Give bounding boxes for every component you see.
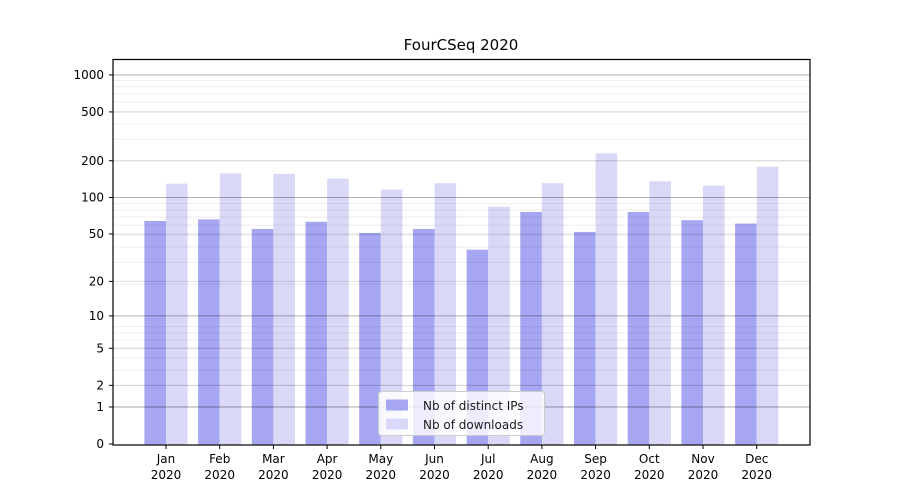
x-tick-label-year: 2020 — [151, 468, 182, 482]
x-tick-label-year: 2020 — [204, 468, 235, 482]
x-tick-label-year: 2020 — [258, 468, 289, 482]
x-tick-label-year: 2020 — [688, 468, 719, 482]
x-tick-label-month: Jul — [480, 452, 495, 466]
bar-downloads-Feb-2020 — [219, 173, 242, 445]
x-tick-label-year: 2020 — [419, 468, 450, 482]
x-tick-label-year: 2020 — [580, 468, 611, 482]
plot-frame — [112, 58, 811, 446]
bar-ips-Aug-2020 — [520, 211, 542, 445]
x-tick-label-year: 2020 — [312, 468, 343, 482]
x-tick-label-year: 2020 — [527, 468, 558, 482]
bar-downloads-Mar-2020 — [273, 173, 295, 445]
bar-downloads-Oct-2020 — [649, 181, 671, 445]
y-tick-label: 5 — [96, 341, 104, 355]
bar-downloads-Nov-2020 — [703, 185, 725, 445]
y-tick-label: 2 — [96, 379, 104, 393]
x-tick-label-year: 2020 — [366, 468, 397, 482]
bar-ips-Apr-2020 — [305, 221, 328, 445]
bar-downloads-Dec-2020 — [756, 166, 779, 445]
bar-downloads-Apr-2020 — [327, 178, 349, 445]
bars-layer — [144, 153, 779, 445]
gridlines-layer — [113, 74, 810, 408]
legend-label-downloads: Nb of downloads — [423, 418, 523, 432]
x-tick-label-year: 2020 — [634, 468, 665, 482]
legend-box — [378, 391, 545, 436]
x-tick-label-year: 2020 — [741, 468, 772, 482]
x-tick-label-month: Jun — [424, 452, 444, 466]
x-tick-label-month: Mar — [262, 452, 285, 466]
y-tick-label: 1000 — [73, 68, 104, 82]
bar-downloads-Jul-2020 — [488, 206, 510, 445]
legend-label-distinct-ips: Nb of distinct IPs — [423, 399, 524, 413]
chart-title: FourCSeq 2020 — [404, 36, 519, 54]
bar-downloads-Jan-2020 — [166, 183, 188, 445]
bar-downloads-Sep-2020 — [595, 153, 618, 445]
bar-ips-Dec-2020 — [735, 223, 757, 445]
x-tick-label-month: Aug — [530, 452, 553, 466]
y-tick-label: 500 — [81, 105, 104, 119]
y-tick-label: 200 — [81, 154, 104, 168]
x-tick-label-month: Feb — [209, 452, 230, 466]
bar-ips-Jun-2020 — [412, 228, 435, 445]
bar-ips-Jan-2020 — [144, 221, 166, 445]
y-tick-label: 10 — [89, 309, 104, 323]
bar-downloads-Aug-2020 — [541, 183, 564, 445]
y-tick-label: 0 — [96, 437, 104, 451]
y-axis-labels: 0 1 2 5 10 20 50 100 200 500 1000 — [73, 68, 104, 451]
legend-swatch-distinct-ips — [386, 399, 408, 411]
y-tick-label: 20 — [89, 275, 104, 289]
bar-ips-Nov-2020 — [681, 220, 703, 445]
axis-ticks-layer — [109, 74, 758, 449]
y-tick-label: 1 — [96, 400, 104, 414]
bar-downloads-May-2020 — [380, 189, 403, 445]
x-tick-label-month: Apr — [317, 452, 338, 466]
y-tick-label: 100 — [81, 191, 104, 205]
bar-downloads-Jun-2020 — [434, 183, 457, 445]
bar-ips-Mar-2020 — [251, 228, 274, 445]
legend: Nb of distinct IPs Nb of downloads — [378, 391, 545, 436]
x-tick-label-year: 2020 — [473, 468, 504, 482]
bar-ips-Feb-2020 — [198, 219, 220, 445]
legend-swatch-downloads — [386, 418, 408, 430]
x-tick-label-month: Jan — [156, 452, 176, 466]
bar-ips-Oct-2020 — [627, 211, 650, 445]
x-tick-label-month: Oct — [639, 452, 660, 466]
x-tick-label-month: May — [368, 452, 393, 466]
y-tick-label: 50 — [89, 227, 104, 241]
bar-ips-May-2020 — [359, 232, 381, 445]
x-tick-label-month: Sep — [584, 452, 607, 466]
x-tick-label-month: Nov — [691, 452, 714, 466]
bar-ips-Sep-2020 — [574, 231, 596, 445]
x-axis-labels: Jan 2020 Feb 2020 Mar 2020 Apr 2020 May 2020 Jun 20… — [151, 452, 772, 482]
x-tick-label-month: Dec — [745, 452, 768, 466]
